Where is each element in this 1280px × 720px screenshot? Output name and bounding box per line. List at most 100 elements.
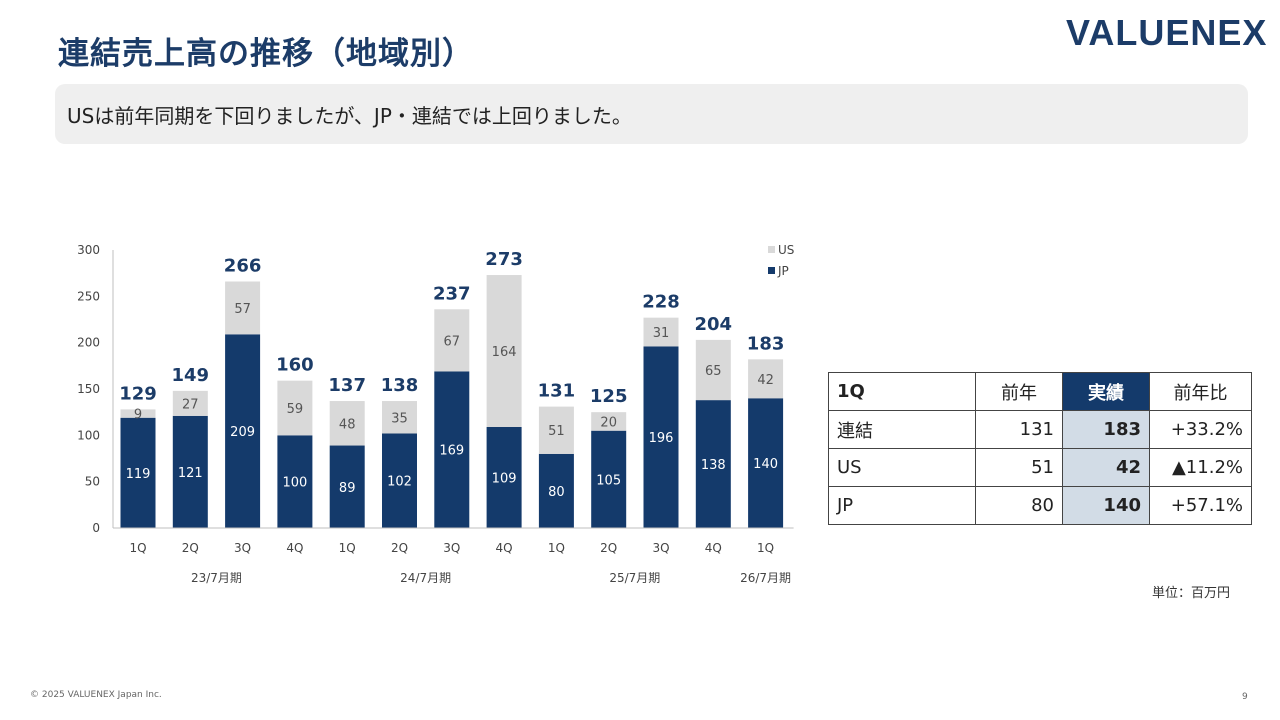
- total-label: 129: [119, 383, 157, 404]
- table-cell: 51: [975, 448, 1063, 487]
- bar-us: [120, 409, 156, 418]
- y-tick-label: 150: [77, 382, 100, 396]
- bar-jp: [434, 371, 470, 528]
- bar-us: [643, 317, 679, 347]
- y-tick-label: 300: [77, 243, 100, 257]
- total-label: 183: [747, 333, 785, 354]
- x-tick-label: 2Q: [391, 541, 408, 555]
- q1-comparison-table: 1Q 前年 実績 前年比 連結 131 183 +33.2% US 51 42 …: [828, 372, 1252, 525]
- bar-jp: [486, 426, 522, 528]
- bar-jp: [329, 445, 365, 528]
- unit-label: 単位：百万円: [1152, 586, 1231, 601]
- table-cell: 42: [1062, 448, 1150, 487]
- data-label-jp: 100: [282, 476, 307, 491]
- total-label: 125: [590, 386, 628, 407]
- page-number: 9: [1242, 692, 1248, 702]
- data-label-jp: 138: [701, 458, 726, 473]
- data-label-jp: 109: [492, 471, 517, 486]
- bar-jp: [748, 398, 784, 528]
- group-label: 25/7月期: [609, 571, 660, 585]
- data-label-us: 35: [391, 411, 408, 426]
- x-tick-label: 4Q: [705, 541, 722, 555]
- copyright: © 2025 VALUENEX Japan Inc.: [30, 690, 162, 700]
- group-label: 26/7月期: [740, 571, 791, 585]
- data-label-us: 20: [600, 415, 617, 430]
- data-label-jp: 196: [649, 431, 674, 446]
- bar-jp: [277, 435, 313, 528]
- table-cell: JP: [828, 486, 976, 525]
- total-label: 149: [172, 365, 210, 386]
- table-cell: 80: [975, 486, 1063, 525]
- table-cell: ▲11.2%: [1149, 448, 1252, 487]
- summary-text: USは前年同期を下回りましたが、JP・連結では上回りました。: [67, 104, 632, 128]
- table-cell: 140: [1062, 486, 1150, 525]
- table-cell: 131: [975, 410, 1063, 449]
- total-label: 273: [485, 249, 523, 270]
- data-label-jp: 119: [126, 467, 151, 482]
- x-tick-label: 4Q: [286, 541, 303, 555]
- revenue-bar-chart: 0 50 100 150 200 250 300 119 9 129 1Q 121 27 149 2Q 209…: [77, 243, 794, 585]
- y-tick-label: 200: [77, 336, 100, 350]
- table-header-cell: 1Q: [828, 372, 976, 411]
- page-title: 連結売上高の推移（地域別）: [58, 36, 474, 72]
- data-label-us: 57: [234, 302, 251, 317]
- data-label-us: 48: [339, 417, 356, 432]
- x-tick-label: 3Q: [443, 541, 460, 555]
- data-label-jp: 209: [230, 425, 255, 440]
- bar-jp: [382, 433, 417, 528]
- data-label-us: 42: [757, 373, 774, 388]
- x-tick-label: 1Q: [548, 541, 565, 555]
- bar-us: [382, 401, 417, 434]
- total-label: 138: [381, 375, 419, 396]
- table-row: 連結 131 183 +33.2%: [828, 410, 1252, 449]
- total-label: 266: [224, 256, 262, 277]
- data-label-us: 9: [134, 408, 142, 423]
- valuenex-logo: VALUENEX: [1066, 12, 1268, 53]
- x-tick-label: 3Q: [234, 541, 251, 555]
- total-label: 204: [695, 314, 733, 335]
- data-label-jp: 169: [439, 444, 464, 459]
- table-cell: US: [828, 448, 976, 487]
- data-label-jp: 121: [178, 466, 203, 481]
- bar-us: [538, 406, 574, 454]
- x-tick-label: 1Q: [129, 541, 146, 555]
- bar-jp: [695, 400, 731, 528]
- table-header-row: 1Q 前年 実績 前年比: [828, 372, 1252, 411]
- data-label-us: 59: [287, 402, 304, 417]
- bar-us: [434, 309, 470, 372]
- bar-us: [329, 401, 365, 446]
- x-tick-label: 2Q: [600, 541, 617, 555]
- total-label: 228: [642, 292, 680, 313]
- data-label-jp: 102: [387, 475, 412, 490]
- total-label: 137: [328, 375, 366, 396]
- total-label: 160: [276, 355, 314, 376]
- table-row: US 51 42 ▲11.2%: [828, 448, 1252, 487]
- data-label-jp: 80: [548, 485, 565, 500]
- table-header-cell: 前年: [975, 372, 1063, 411]
- bar-jp: [120, 417, 156, 528]
- bar-us: [748, 359, 784, 399]
- table-cell: +57.1%: [1149, 486, 1252, 525]
- bar-us: [172, 390, 208, 416]
- bar-jp: [643, 346, 679, 528]
- data-label-us: 27: [182, 397, 199, 412]
- table-cell: 183: [1062, 410, 1150, 449]
- table-row: JP 80 140 +57.1%: [828, 486, 1252, 525]
- bar-us: [486, 275, 522, 427]
- bar-jp: [591, 430, 627, 528]
- bar-us: [695, 339, 731, 401]
- x-tick-label: 3Q: [652, 541, 669, 555]
- x-tick-label: 2Q: [182, 541, 199, 555]
- x-tick-label: 1Q: [757, 541, 774, 555]
- bar-us: [591, 412, 627, 431]
- group-label: 24/7月期: [400, 571, 451, 585]
- legend-label-jp: JP: [777, 264, 789, 278]
- table-cell: +33.2%: [1149, 410, 1252, 449]
- bar-jp: [538, 453, 574, 528]
- y-tick-label: 100: [77, 428, 100, 442]
- y-tick-label: 0: [92, 521, 100, 535]
- table-header-cell: 実績: [1062, 372, 1150, 411]
- table-header-cell: 前年比: [1149, 372, 1252, 411]
- legend-swatch-us: [768, 246, 775, 253]
- group-label: 23/7月期: [191, 571, 242, 585]
